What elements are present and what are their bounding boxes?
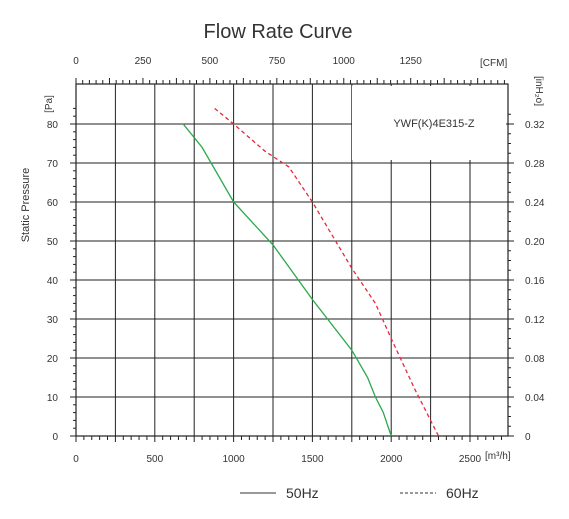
x-top-tick-label: 0 — [73, 56, 79, 67]
x-top-tick-label: 750 — [268, 56, 285, 67]
x-bottom-unit: [m³/h] — [485, 451, 511, 462]
chart-title: Flow Rate Curve — [204, 21, 353, 43]
series-line-50hz — [182, 123, 392, 437]
x-bottom-tick-label: 0 — [73, 454, 79, 465]
axes: 0 500 1000 1500 2000 2500 [m³/h]0 250 500 750 1000… — [44, 56, 545, 465]
y-axis-label: Static Pressure — [20, 168, 32, 243]
y-right-unit: [inH₂o] — [533, 76, 544, 106]
y-right-tick-label: 0.32 — [525, 120, 545, 131]
x-top-tick-label: 1250 — [400, 56, 423, 67]
y-right-tick-label: 0.16 — [525, 276, 545, 287]
x-top-tick-label: 250 — [135, 56, 152, 67]
y-left-tick-label: 80 — [47, 120, 59, 131]
y-right-tick-label: 0.04 — [525, 393, 545, 404]
grid — [76, 84, 508, 436]
model-label-bg — [352, 86, 506, 160]
x-bottom-tick-label: 500 — [146, 454, 163, 465]
x-top-tick-label: 500 — [202, 56, 219, 67]
x-bottom-tick-label: 1500 — [301, 454, 324, 465]
model-label-box: YWF(K)4E315-Z — [352, 86, 506, 160]
y-right-tick-label: 0.28 — [525, 159, 545, 170]
x-bottom-tick-label: 2500 — [459, 454, 482, 465]
legend: 50Hz 60Hz — [240, 485, 479, 501]
series-layer — [182, 107, 440, 437]
y-right-tick-label: 0.12 — [525, 315, 545, 326]
y-left-tick-label: 30 — [47, 315, 59, 326]
y-right-tick-label: 0.24 — [525, 198, 545, 209]
y-left-tick-label: 60 — [47, 198, 59, 209]
y-left-tick-label: 70 — [47, 159, 59, 170]
x-top-unit: [CFM] — [480, 58, 507, 69]
y-left-tick-label: 40 — [47, 276, 59, 287]
y-left-tick-label: 20 — [47, 354, 59, 365]
y-left-unit: [Pa] — [44, 95, 55, 113]
y-right-tick-label: 0 — [525, 432, 531, 443]
y-left-tick-label: 10 — [47, 393, 59, 404]
model-label: YWF(K)4E315-Z — [393, 118, 475, 130]
x-top-tick-label: 1000 — [333, 56, 356, 67]
x-bottom-tick-label: 1000 — [222, 454, 245, 465]
legend-label-50hz: 50Hz — [286, 485, 319, 501]
y-right-tick-label: 0.20 — [525, 237, 545, 248]
y-left-tick-label: 0 — [52, 432, 58, 443]
y-right-tick-label: 0.08 — [525, 354, 545, 365]
legend-label-60hz: 60Hz — [446, 485, 479, 501]
x-bottom-tick-label: 2000 — [380, 454, 403, 465]
series-line-60hz — [214, 107, 440, 437]
y-left-tick-label: 50 — [47, 237, 59, 248]
